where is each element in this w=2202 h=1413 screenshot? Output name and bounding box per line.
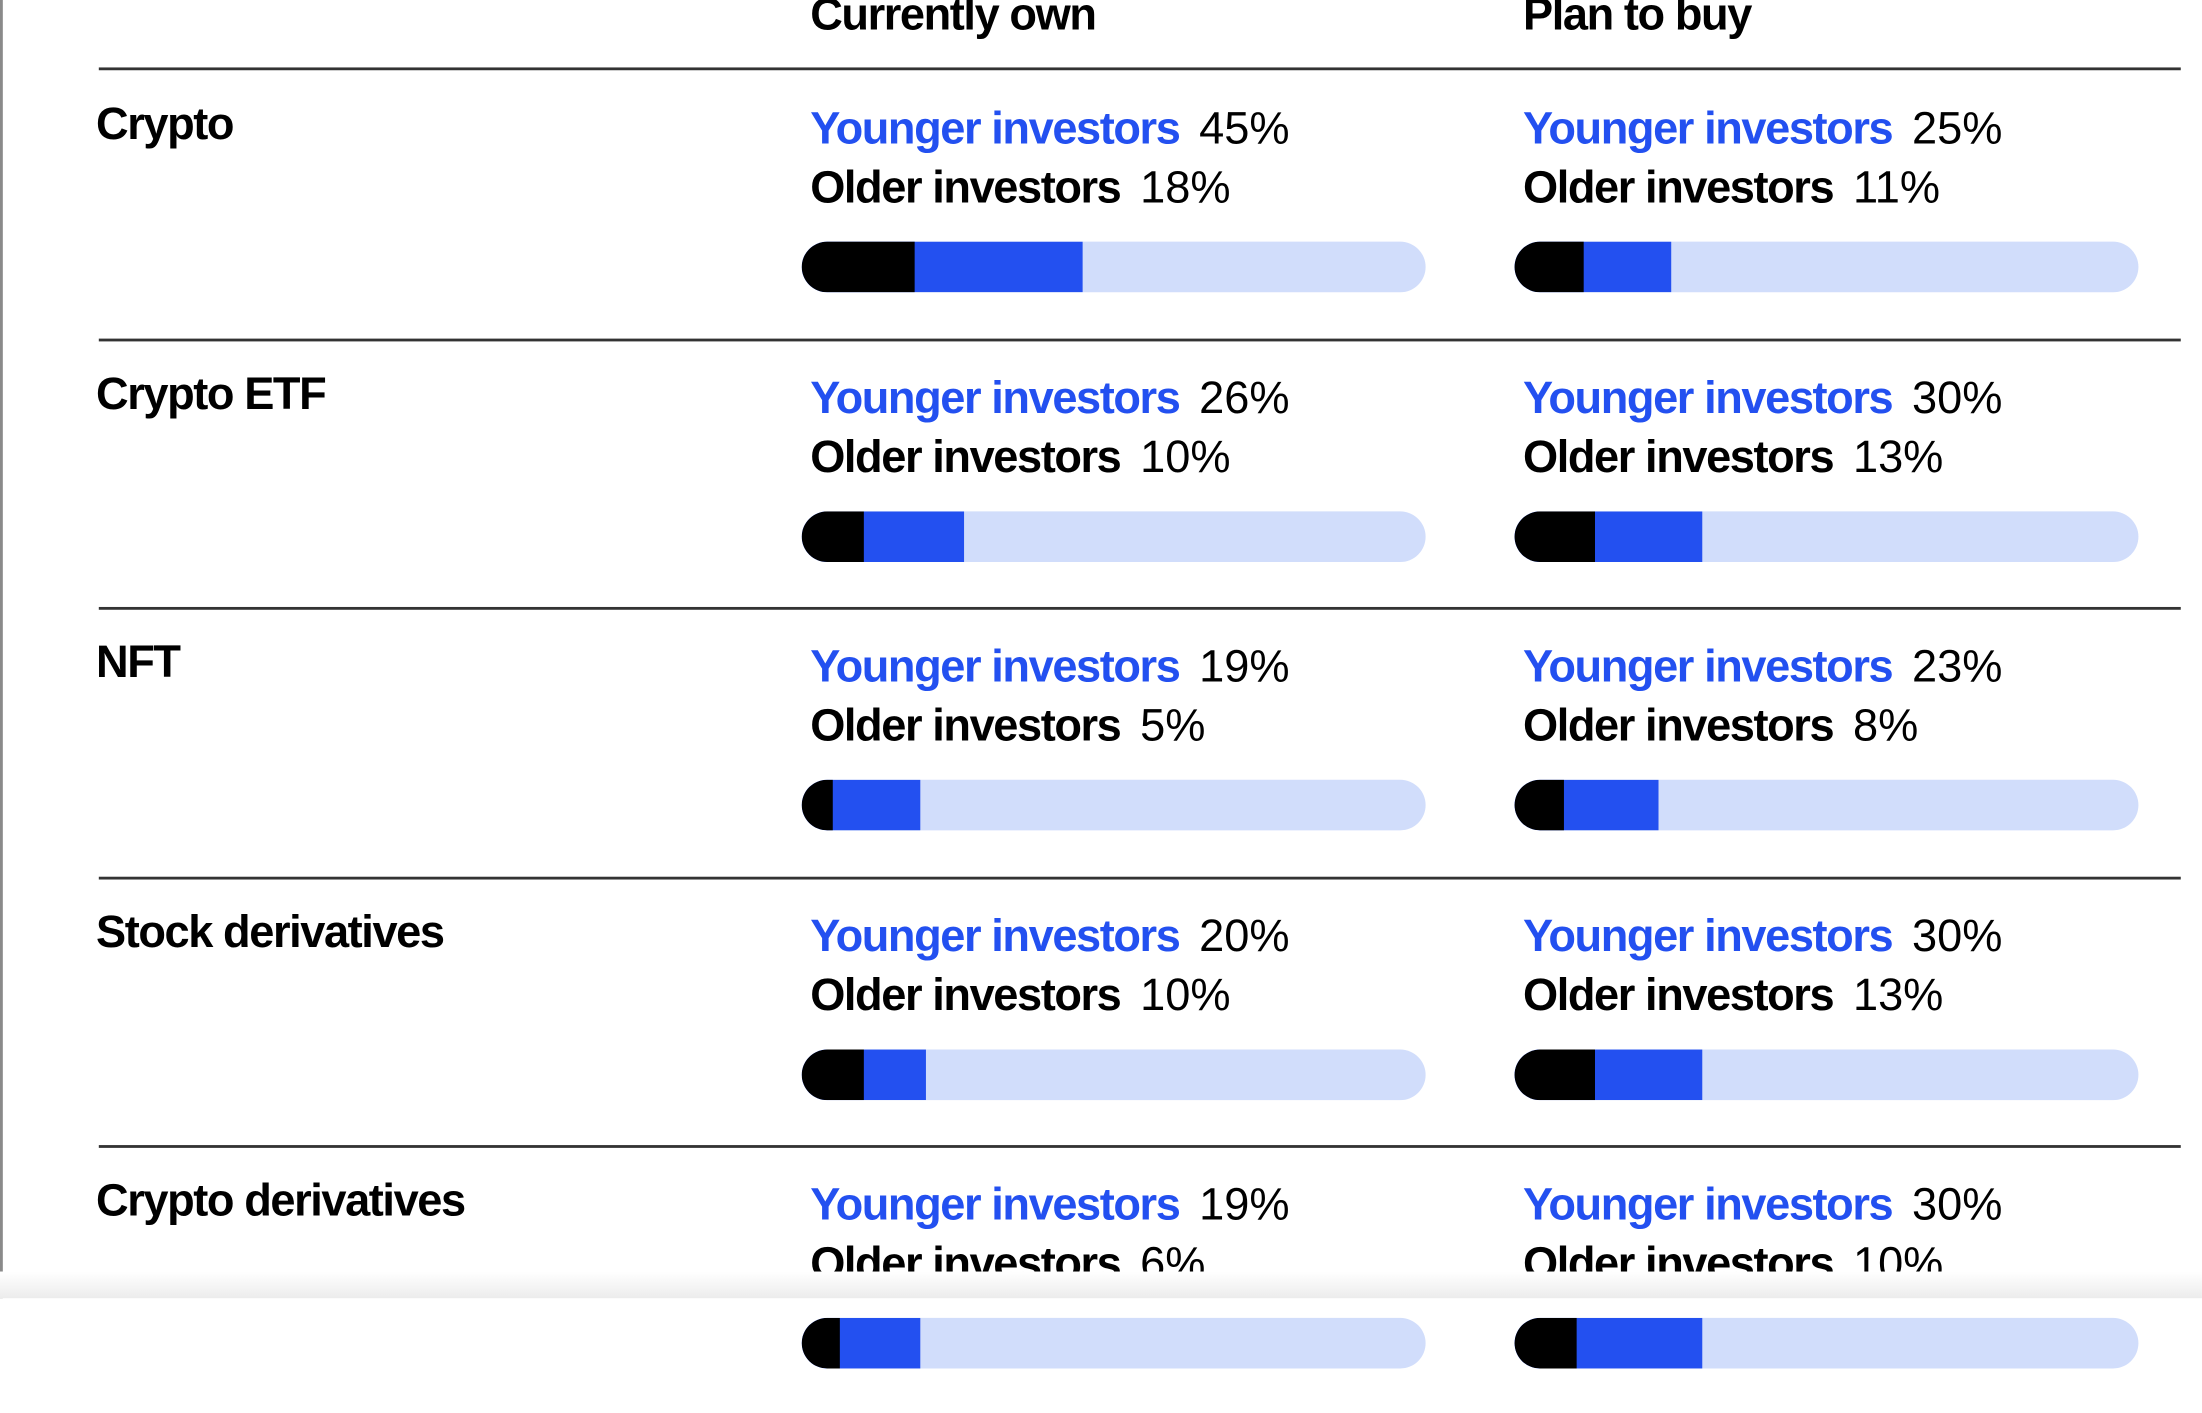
younger-legend-label: Younger investors xyxy=(810,909,1181,961)
left-border xyxy=(0,0,3,1299)
category-label: Stock derivatives xyxy=(95,905,445,957)
cell-plan-to-buy: Younger investors 23% Older investors 8% xyxy=(1514,636,2172,831)
investor-chart: Currently own Plan to buy Crypto Younger… xyxy=(0,0,2202,1369)
younger-data-label: 19% xyxy=(1199,640,1290,692)
divider xyxy=(98,67,2181,71)
younger-legend-label: Younger investors xyxy=(810,640,1181,692)
younger-data-label: 30% xyxy=(1911,1178,2003,1230)
bar-track xyxy=(1514,1048,2139,1100)
column-header-plan-to-buy: Plan to buy xyxy=(1523,0,1752,40)
cell-plan-to-buy: Younger investors 30% Older investors 13% xyxy=(1514,906,2172,1100)
older-bar xyxy=(801,241,915,293)
older-line: Older investors 13% xyxy=(1523,426,2172,485)
younger-line: Younger investors 23% xyxy=(1523,636,2172,695)
cell-plan-to-buy: Younger investors 25% Older investors 11% xyxy=(1514,98,2172,293)
bar-track xyxy=(1514,1317,2139,1369)
older-data-label: 8% xyxy=(1852,699,1919,751)
bar-track xyxy=(801,241,1426,293)
younger-data-label: 25% xyxy=(1911,102,2003,154)
older-data-label: 10% xyxy=(1140,430,1231,482)
bottom-fade xyxy=(0,1271,2202,1299)
older-bar xyxy=(1514,1048,1596,1100)
older-data-label: 13% xyxy=(1852,430,1944,482)
older-data-label: 11% xyxy=(1852,161,1940,213)
chart-row: NFT Younger investors 19% Older investors… xyxy=(0,608,2202,875)
bar-track xyxy=(801,1317,1426,1369)
cell-currently-own: Younger investors 45% Older investors 18% xyxy=(801,98,1459,293)
cell-currently-own: Younger investors 19% Older investors 5% xyxy=(801,636,1459,831)
bar-track xyxy=(1514,241,2139,293)
younger-legend-label: Younger investors xyxy=(1523,909,1894,961)
older-line: Older investors 10% xyxy=(810,426,1459,485)
older-legend-label: Older investors xyxy=(810,968,1122,1020)
younger-data-label: 19% xyxy=(1199,1178,1290,1230)
bar-track xyxy=(801,510,1426,562)
older-bar xyxy=(1514,241,1584,293)
younger-legend-label: Younger investors xyxy=(1523,102,1894,154)
older-bar xyxy=(801,510,865,562)
older-line: Older investors 18% xyxy=(810,157,1459,216)
bar-track xyxy=(1514,510,2139,562)
younger-data-label: 30% xyxy=(1911,371,2003,423)
older-line: Older investors 11% xyxy=(1523,157,2172,216)
younger-data-label: 26% xyxy=(1199,371,1290,423)
older-bar xyxy=(1514,779,1565,831)
cell-currently-own: Younger investors 20% Older investors 10% xyxy=(801,906,1459,1100)
older-legend-label: Older investors xyxy=(810,430,1122,482)
younger-line: Younger investors 30% xyxy=(1523,906,2172,965)
divider xyxy=(98,337,2181,341)
younger-line: Younger investors 30% xyxy=(1523,1175,2172,1234)
older-bar xyxy=(801,1048,865,1100)
bar-track xyxy=(1514,779,2139,831)
older-line: Older investors 5% xyxy=(810,695,1459,754)
younger-line: Younger investors 20% xyxy=(810,906,1459,965)
younger-legend-label: Younger investors xyxy=(810,371,1181,423)
chart-row: Crypto ETF Younger investors 26% Older in… xyxy=(0,339,2202,606)
chart-row: Crypto Younger investors 45% Older invest… xyxy=(0,70,2202,337)
older-legend-label: Older investors xyxy=(1523,699,1835,751)
divider xyxy=(98,606,2181,610)
older-data-label: 10% xyxy=(1140,968,1231,1020)
younger-data-label: 20% xyxy=(1199,909,1290,961)
older-data-label: 13% xyxy=(1852,968,1944,1020)
older-data-label: 18% xyxy=(1140,161,1231,213)
younger-legend-label: Younger investors xyxy=(1523,1178,1894,1230)
older-bar xyxy=(1514,1317,1577,1369)
older-legend-label: Older investors xyxy=(1523,430,1835,482)
older-line: Older investors 8% xyxy=(1523,695,2172,754)
divider xyxy=(98,876,2181,879)
category-label: Crypto xyxy=(95,98,234,149)
cell-currently-own: Younger investors 26% Older investors 10% xyxy=(801,367,1459,562)
category-label: Crypto ETF xyxy=(95,367,327,418)
younger-line: Younger investors 19% xyxy=(810,1175,1459,1234)
younger-line: Younger investors 25% xyxy=(1523,98,2172,157)
column-header-currently-own: Currently own xyxy=(810,0,1097,40)
category-label: Crypto derivatives xyxy=(95,1174,466,1226)
older-bar xyxy=(1514,510,1596,562)
younger-legend-label: Younger investors xyxy=(1523,371,1894,423)
bar-track xyxy=(801,779,1426,831)
younger-data-label: 30% xyxy=(1911,909,2003,961)
younger-line: Younger investors 26% xyxy=(810,367,1459,426)
younger-legend-label: Younger investors xyxy=(1523,640,1894,692)
younger-line: Younger investors 45% xyxy=(810,98,1459,157)
younger-line: Younger investors 30% xyxy=(1523,367,2172,426)
older-legend-label: Older investors xyxy=(1523,968,1835,1020)
bar-track xyxy=(801,1048,1426,1100)
younger-data-label: 23% xyxy=(1911,640,2003,692)
older-data-label: 5% xyxy=(1140,699,1206,751)
younger-legend-label: Younger investors xyxy=(810,1178,1181,1230)
chart-row: Stock derivatives Younger investors 20% O… xyxy=(0,877,2202,1144)
younger-data-label: 45% xyxy=(1199,102,1290,154)
older-legend-label: Older investors xyxy=(810,161,1122,213)
younger-line: Younger investors 19% xyxy=(810,636,1459,695)
category-label: NFT xyxy=(95,636,181,688)
divider xyxy=(98,1145,2181,1148)
younger-legend-label: Younger investors xyxy=(810,102,1181,154)
cell-plan-to-buy: Younger investors 30% Older investors 13% xyxy=(1514,367,2172,562)
older-legend-label: Older investors xyxy=(1523,161,1835,213)
older-legend-label: Older investors xyxy=(810,699,1122,751)
older-line: Older investors 13% xyxy=(1523,965,2172,1024)
older-line: Older investors 10% xyxy=(810,965,1459,1024)
